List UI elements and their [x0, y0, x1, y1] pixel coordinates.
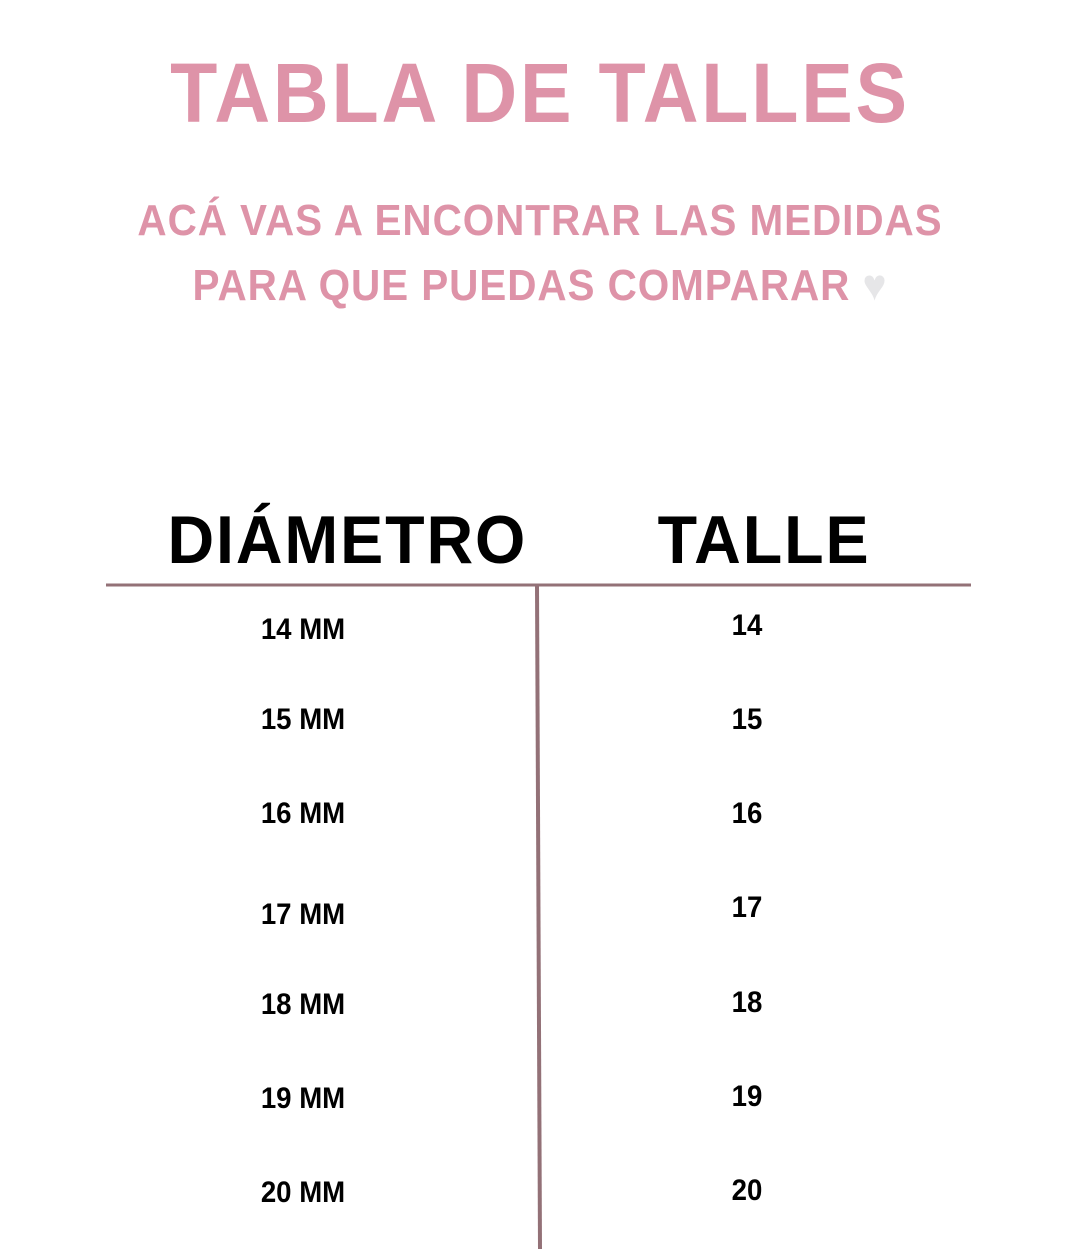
size-cell: 15	[731, 703, 763, 736]
diameter-cell: 14 MM	[260, 613, 346, 646]
header-talle: TALLE	[657, 502, 871, 578]
page-title: TABLA DE TALLES	[170, 46, 910, 140]
size-cell: 16	[731, 797, 763, 830]
diameter-cell: 20 MM	[260, 1176, 346, 1209]
heart-icon: ♥	[862, 261, 888, 310]
size-cell: 14	[731, 609, 763, 642]
size-cell: 19	[731, 1080, 763, 1113]
diameter-cell: 18 MM	[260, 988, 346, 1021]
diameter-cell: 17 MM	[260, 898, 346, 931]
header-diametro: DIÁMETRO	[167, 502, 528, 578]
size-cell: 17	[731, 891, 763, 924]
diameter-cell: 15 MM	[260, 703, 346, 736]
subtitle-line-2: PARA QUE PUEDAS COMPARAR ♥	[43, 261, 1037, 311]
size-cell: 18	[731, 986, 763, 1019]
vertical-divider	[535, 584, 542, 1250]
subtitle-line-1: ACÁ VAS A ENCONTRAR LAS MEDIDAS	[137, 196, 943, 245]
diameter-cell: 16 MM	[260, 797, 346, 830]
subtitle-line-2-text: PARA QUE PUEDAS COMPARAR	[192, 261, 851, 310]
size-cell: 20	[731, 1174, 763, 1207]
diameter-cell: 19 MM	[260, 1082, 346, 1115]
